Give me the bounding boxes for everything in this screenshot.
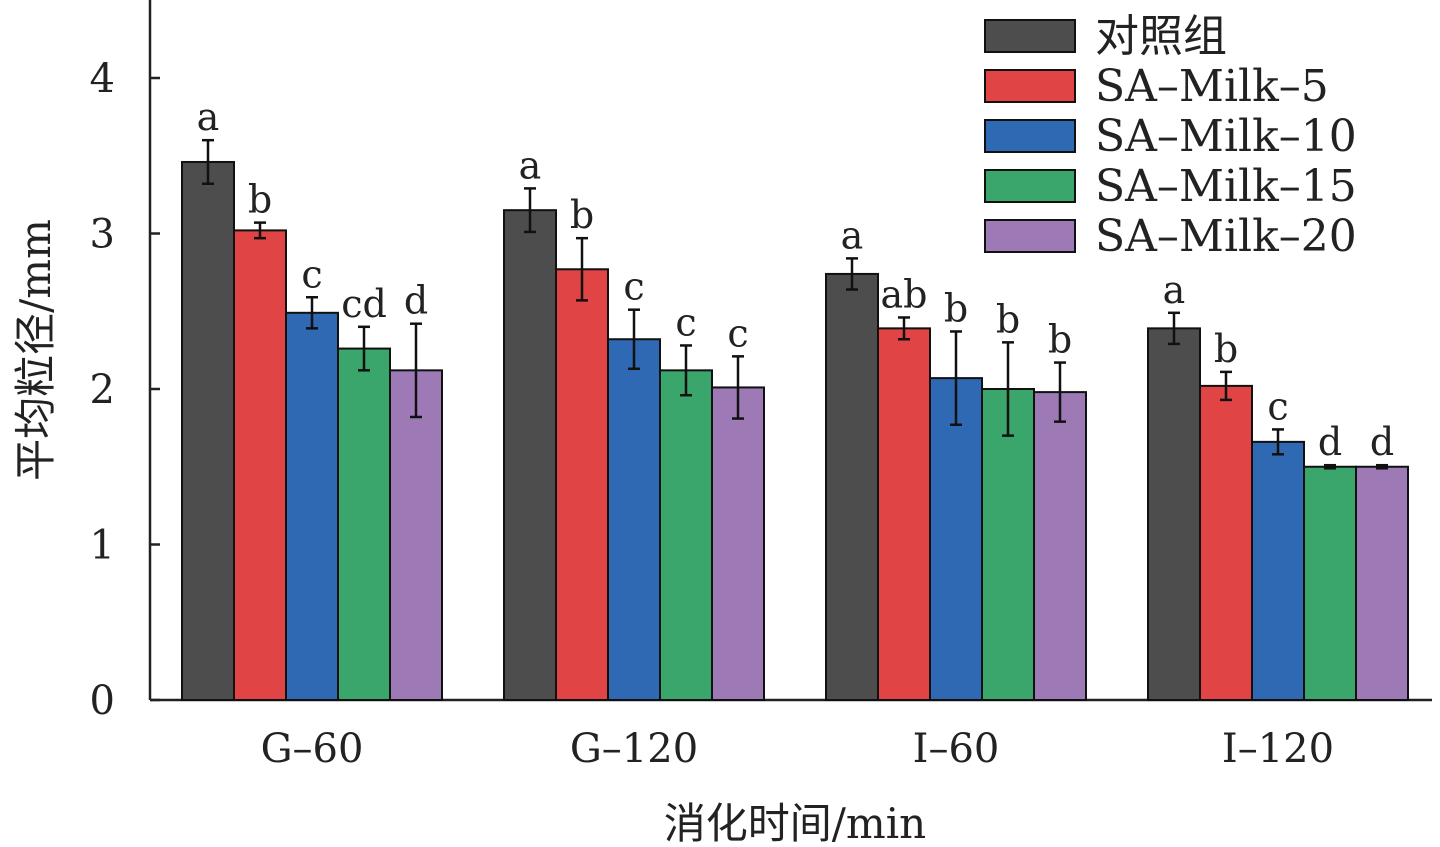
legend-label: SA–Milk–5 — [1095, 61, 1329, 112]
bar — [929, 377, 983, 701]
bar — [1199, 384, 1253, 701]
x-tick-label: I–60 — [913, 726, 1000, 772]
legend-label: SA–Milk–20 — [1095, 211, 1357, 262]
x-axis-label: 消化时间/min — [664, 799, 926, 847]
x-tick-label: I–120 — [1222, 726, 1334, 772]
bar — [233, 229, 287, 701]
bar — [711, 386, 765, 701]
bar — [1251, 440, 1305, 701]
significance-label: b — [248, 178, 272, 222]
significance-label: a — [841, 213, 864, 257]
significance-label: d — [1318, 420, 1342, 464]
legend-swatch — [984, 119, 1076, 153]
bar — [1355, 465, 1409, 701]
significance-label: b — [996, 297, 1020, 341]
legend-swatch — [984, 69, 1076, 103]
bar — [1033, 391, 1087, 701]
legend-label: SA–Milk–15 — [1095, 161, 1357, 212]
significance-label: cd — [341, 282, 387, 326]
bar — [607, 338, 661, 701]
y-tick-label: 0 — [90, 678, 115, 724]
legend-label: SA–Milk–10 — [1095, 111, 1357, 162]
legend-swatch — [984, 19, 1076, 53]
significance-label: c — [301, 252, 322, 296]
legend: 对照组SA–Milk–5SA–Milk–10SA–Milk–15SA–Milk–… — [984, 11, 1357, 262]
legend-label: 对照组 — [1095, 11, 1227, 62]
legend-swatch — [984, 219, 1076, 253]
significance-label: a — [1163, 268, 1186, 312]
bar — [337, 347, 391, 701]
significance-label: c — [623, 265, 644, 309]
bar — [1147, 327, 1201, 701]
significance-label: b — [570, 193, 594, 237]
significance-label: c — [1267, 384, 1288, 428]
significance-label: b — [944, 286, 968, 330]
significance-label: b — [1214, 327, 1238, 371]
bar — [555, 268, 609, 701]
significance-label: a — [197, 95, 220, 139]
bar — [1303, 465, 1357, 701]
x-tick-label: G–60 — [261, 726, 364, 772]
significance-label: d — [1370, 420, 1394, 464]
bar — [503, 209, 557, 702]
bar — [981, 388, 1035, 701]
significance-label: ab — [881, 272, 928, 316]
y-tick-label: 4 — [90, 56, 115, 102]
y-tick-label: 2 — [90, 367, 115, 413]
y-axis-label: 平均粒径/mm — [11, 219, 60, 481]
y-tick-label: 1 — [90, 523, 115, 569]
significance-label: a — [519, 143, 542, 187]
significance-label: b — [1048, 318, 1072, 362]
x-tick-label: G–120 — [570, 726, 698, 772]
bar — [877, 327, 931, 701]
bar — [181, 160, 235, 702]
y-tick-label: 3 — [90, 212, 115, 258]
bar — [389, 369, 443, 701]
legend-swatch — [984, 169, 1076, 203]
bar — [659, 369, 713, 701]
bar — [825, 272, 879, 701]
significance-label: c — [727, 311, 748, 355]
significance-label: d — [404, 279, 428, 323]
significance-label: c — [675, 300, 696, 344]
bar — [285, 311, 339, 701]
